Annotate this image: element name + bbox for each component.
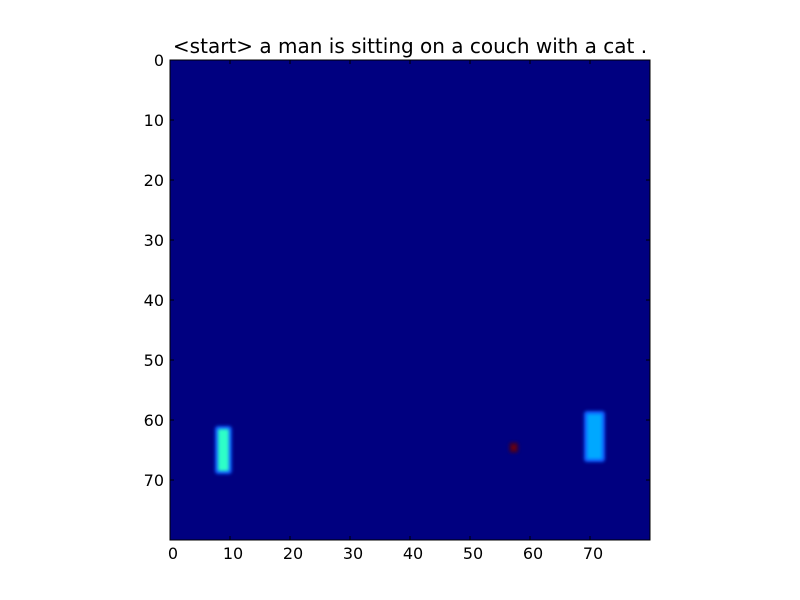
y-tick-label: 30 [144,231,164,250]
x-tick-label: 70 [583,544,603,563]
y-tick-label: 10 [144,111,164,130]
y-tick-label: 60 [144,411,164,430]
y-tick-label: 20 [144,171,164,190]
x-tick-label: 40 [403,544,423,563]
y-tick-label: 0 [154,51,164,70]
x-tick-label: 10 [223,544,243,563]
x-axis-tick-labels: 0 10 20 30 40 50 60 70 [168,544,603,563]
y-tick-label: 50 [144,351,164,370]
heatmap-background [170,60,650,540]
x-tick-label: 50 [463,544,483,563]
hotspot-2 [587,414,602,459]
heatmap-hotspots [215,411,605,474]
y-tick-label: 70 [144,471,164,490]
x-tick-label: 30 [343,544,363,563]
y-tick-label: 40 [144,291,164,310]
hotspot-1 [218,429,229,471]
x-tick-label: 0 [168,544,178,563]
chart-title: <start> a man is sitting on a couch with… [173,34,647,58]
x-tick-label: 60 [523,544,543,563]
x-tick-label: 20 [283,544,303,563]
hotspot-3 [512,445,516,450]
y-axis-tick-labels: 0 10 20 30 40 50 60 70 [144,51,164,490]
plot-frame [169,59,651,541]
